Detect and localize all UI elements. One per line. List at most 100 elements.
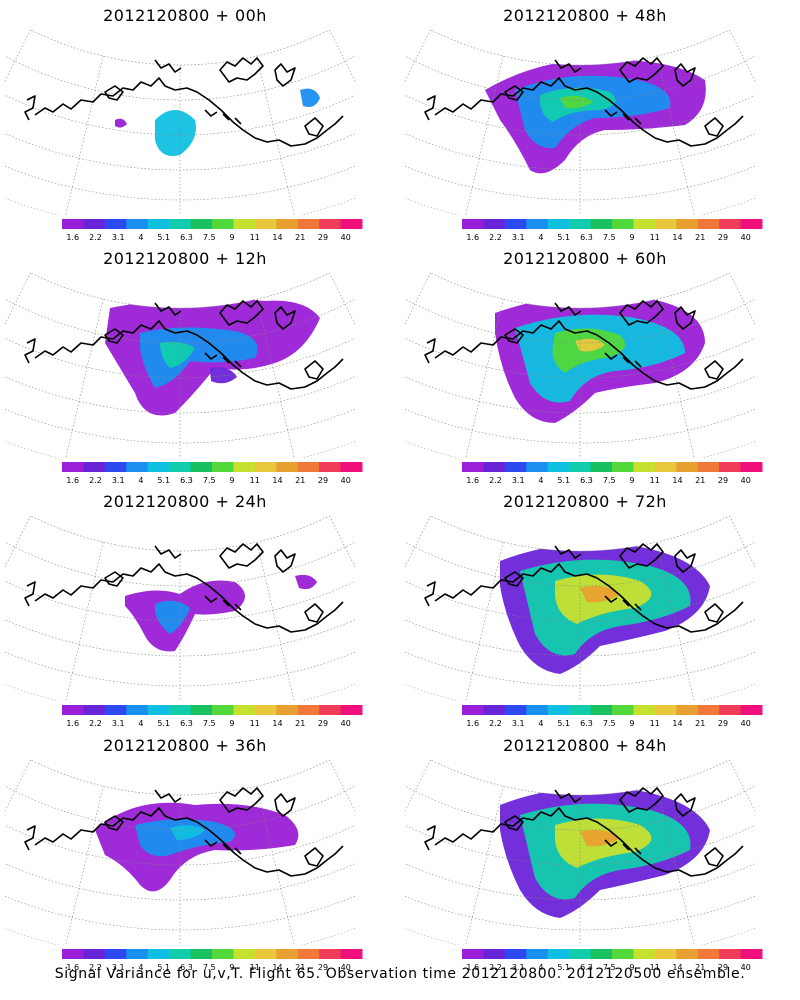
colorbar-segment — [104, 219, 127, 229]
colorbar-segment — [462, 219, 484, 229]
coastline — [304, 360, 324, 380]
map-panel: 2012120800 + 48h 1.6 2.2 3.1 4 5.1 6.3 7.5 9 11 14… — [405, 0, 765, 250]
colorbar-tick-label: 14 — [672, 719, 683, 728]
longitude-line — [65, 542, 104, 701]
colorbar-tick-label: 5.1 — [557, 233, 571, 242]
colorbar-segment — [190, 949, 213, 959]
colorbar-segment — [276, 949, 299, 959]
colorbar-segment — [740, 462, 763, 472]
coastline — [274, 306, 296, 330]
colorbar-tick-label: 6.3 — [180, 963, 193, 972]
variance-contour — [95, 802, 299, 892]
colorbar — [62, 949, 363, 959]
latitude-line — [30, 516, 330, 552]
coastline — [219, 787, 264, 813]
colorbar-segment — [697, 705, 720, 715]
colorbar-tick-label: 1.6 — [66, 719, 80, 728]
colorbar-tick-label: 3.1 — [111, 233, 125, 242]
colorbar-segment — [169, 705, 192, 715]
longitude-line — [329, 516, 355, 568]
latitude-line — [5, 824, 355, 866]
polar-map — [405, 30, 755, 215]
colorbar — [62, 462, 363, 472]
colorbar-tick-label: 3.1 — [111, 963, 125, 972]
variance-contour — [170, 825, 205, 840]
colorbar-segment — [633, 705, 656, 715]
colorbar-tick-label: 2.2 — [489, 233, 502, 242]
longitude-line — [65, 56, 104, 215]
longitude-line — [329, 273, 355, 325]
coastline — [424, 825, 436, 851]
longitude-line — [465, 786, 504, 945]
colorbar-tick-label: 40 — [340, 963, 351, 972]
colorbar-segment — [697, 462, 720, 472]
variance-contour — [155, 110, 196, 156]
colorbar-segment — [612, 705, 634, 715]
colorbar-tick-label: 5.1 — [557, 719, 571, 728]
colorbar-segment — [547, 219, 570, 229]
colorbar-segment — [569, 462, 592, 472]
map-boundary — [5, 760, 355, 945]
colorbar-tick-label: 14 — [272, 963, 283, 972]
colorbar-segment — [62, 462, 84, 472]
colorbar-tick-label: 7.5 — [602, 233, 616, 242]
longitude-line — [405, 273, 431, 325]
colorbar-labels: 1.6 2.2 3.1 4 5.1 6.3 7.5 9 11 14 21 29 40 — [405, 963, 765, 975]
colorbar-tick-label: 2.2 — [489, 719, 502, 728]
colorbar-segment — [83, 705, 106, 715]
colorbar-segment — [147, 219, 170, 229]
colorbar-segment — [147, 462, 170, 472]
colorbar-segment — [233, 219, 256, 229]
coastline — [154, 59, 182, 73]
colorbar-segment — [654, 949, 677, 959]
colorbar-tick-label: 40 — [740, 476, 751, 485]
panel-title: 2012120800 + 84h — [503, 736, 667, 755]
colorbar-tick-label: 1.6 — [466, 476, 480, 485]
colorbar-tick-label: 9 — [629, 719, 635, 728]
colorbar-segment — [633, 219, 656, 229]
variance-contour — [115, 118, 127, 128]
colorbar-tick-label: 5.1 — [157, 719, 171, 728]
colorbar-tick-label: 1.6 — [466, 719, 480, 728]
panel-title: 2012120800 + 72h — [503, 492, 667, 511]
colorbar-tick-label: 11 — [249, 719, 260, 728]
colorbar-tick-label: 29 — [717, 476, 729, 485]
colorbar-tick-label: 2.2 — [89, 476, 102, 485]
coastline — [24, 825, 36, 851]
colorbar-segment — [169, 949, 192, 959]
colorbar-tick-label: 11 — [649, 476, 660, 485]
colorbar-labels: 1.6 2.2 3.1 4 5.1 6.3 7.5 9 11 14 21 29 40 — [5, 476, 365, 488]
panel-title: 2012120800 + 00h — [103, 6, 267, 25]
variance-contour — [155, 600, 190, 634]
variance-contour — [580, 586, 620, 603]
coastline — [104, 815, 124, 831]
coastline — [24, 581, 36, 607]
colorbar-tick-label: 14 — [272, 719, 283, 728]
colorbar-segment — [526, 219, 549, 229]
coastline — [304, 117, 324, 137]
latitude-line — [5, 337, 355, 379]
map-panel: 2012120800 + 84h 1.6 2.2 3.1 4 5.1 6.3 7.5 9 11 14… — [405, 730, 765, 980]
colorbar-tick-label: 9 — [229, 233, 235, 242]
latitude-line — [405, 133, 755, 171]
coastline — [304, 847, 324, 867]
colorbar-segment — [126, 462, 149, 472]
colorbar-segment — [83, 219, 106, 229]
colorbar-segment — [719, 219, 742, 229]
coastline — [34, 807, 344, 877]
colorbar-tick-label: 4 — [138, 476, 144, 485]
colorbar-segment — [319, 462, 342, 472]
colorbar-labels: 1.6 2.2 3.1 4 5.1 6.3 7.5 9 11 14 21 29 40 — [405, 476, 765, 488]
coastline — [274, 793, 296, 817]
coastline — [674, 793, 696, 817]
polar-map — [5, 516, 355, 701]
colorbar-tick-label: 14 — [272, 233, 283, 242]
coastline — [104, 85, 124, 101]
longitude-line — [656, 299, 695, 458]
colorbar-segment — [740, 949, 763, 959]
longitude-line — [65, 786, 104, 945]
coastline — [34, 563, 344, 633]
colorbar-segment — [212, 949, 234, 959]
colorbar-segment — [276, 462, 299, 472]
coastline — [274, 549, 296, 573]
